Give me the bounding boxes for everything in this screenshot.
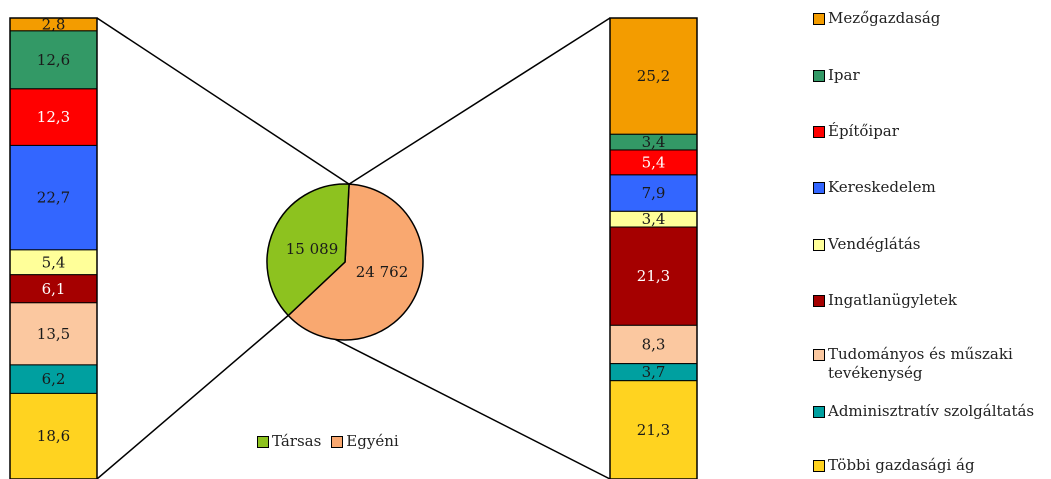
legend-swatch	[813, 13, 825, 25]
legend-item-vendeglatas: Vendéglátás	[813, 235, 920, 254]
legend-item-kereskedelem: Kereskedelem	[813, 178, 936, 197]
legend-label: Többi gazdasági ág	[828, 456, 975, 474]
left-bar-segment	[9, 144, 98, 251]
legend-item-ingatlanugyletek: Ingatlanügyletek	[813, 291, 957, 310]
right-bar-data-label: 7,9	[642, 184, 666, 202]
left-bar-data-label: 5,4	[42, 253, 66, 271]
legend-swatch	[813, 182, 825, 194]
legend-label: Tudományos és műszaki tevékenység	[828, 345, 1013, 382]
legend-label: Vendéglátás	[828, 235, 921, 253]
left-bar-data-label: 6,1	[42, 280, 66, 298]
left-bar-segment	[9, 392, 98, 479]
left-bar-data-label: 13,5	[37, 325, 70, 343]
legend-swatch	[257, 436, 269, 448]
right-stacked-bar: 25,2 3,4 5,4 7,9 3,4 21,3 8,3 3,7 21,3	[609, 17, 698, 479]
left-bar-data-label: 2,8	[42, 15, 66, 33]
right-bar-data-label: 8,3	[642, 335, 666, 353]
left-bar-data-label: 12,3	[37, 108, 70, 126]
legend-swatch	[813, 295, 825, 307]
right-bar-segment	[609, 226, 698, 326]
left-bar-segment	[9, 30, 98, 90]
pie-legend: Társas Egyéni	[257, 432, 409, 451]
legend-swatch	[813, 460, 825, 472]
right-bar-data-label: 3,4	[642, 133, 666, 151]
left-bar-segment	[9, 302, 98, 366]
pie-label-egyeni: 24 762	[356, 263, 409, 281]
pie-slice-egyeni	[287, 183, 424, 341]
left-bar-data-label: 22,7	[37, 189, 70, 207]
legend-item-mezogazdasag: Mezőgazdaság	[813, 9, 940, 28]
legend-item-adminisztrativ: Adminisztratív szolgáltatás	[813, 402, 1034, 421]
legend-swatch	[813, 70, 825, 82]
pie-label-tarsas: 15 089	[286, 240, 339, 258]
connector-line	[96, 17, 350, 185]
left-bar-data-label: 18,6	[37, 427, 70, 445]
legend-swatch	[813, 406, 825, 418]
legend-label: Kereskedelem	[828, 178, 936, 196]
legend-label: Adminisztratív szolgáltatás	[828, 402, 1035, 420]
legend-item-ipar: Ipar	[813, 66, 860, 85]
right-bar-data-label: 25,2	[637, 67, 670, 85]
legend-item-tobbi: Többi gazdasági ág	[813, 456, 975, 475]
pie: 15 089 24 762	[266, 183, 424, 341]
legend-swatch	[813, 349, 825, 361]
right-bar-segment	[609, 174, 698, 212]
right-bar-segment	[609, 17, 698, 135]
left-bar-data-label: 6,2	[42, 370, 66, 388]
left-bar-segment	[9, 274, 98, 304]
right-bar-data-label: 3,4	[642, 210, 666, 228]
connector-line	[348, 17, 611, 185]
category-legend: Mezőgazdaság Ipar Építőipar Kereskedelem…	[813, 0, 1051, 479]
connector-lines	[96, 17, 611, 479]
legend-label: Mezőgazdaság	[828, 9, 941, 27]
left-stacked-bar: 2,8 12,6 12,3 22,7 5,4 6,1 13,5 6,2 18,6	[9, 15, 98, 479]
legend-swatch	[813, 126, 825, 138]
left-bar-data-label: 12,6	[37, 51, 70, 69]
pie-legend-item-tarsas: Társas	[257, 432, 321, 451]
legend-label: Ingatlanügyletek	[828, 291, 957, 309]
right-bar-data-label: 21,3	[637, 421, 670, 439]
pie-slice-tarsas	[266, 183, 350, 317]
connector-line	[96, 314, 289, 479]
legend-item-tudomanyos: Tudományos és műszaki tevékenység	[813, 345, 1045, 383]
right-bar-segment	[609, 380, 698, 479]
right-bar-data-label: 5,4	[642, 153, 666, 171]
legend-swatch	[813, 239, 825, 251]
pie-legend-item-egyeni: Egyéni	[331, 432, 399, 451]
right-bar-data-label: 3,7	[642, 363, 666, 381]
legend-label: Egyéni	[346, 432, 399, 450]
connector-line	[287, 314, 611, 479]
legend-swatch	[331, 436, 344, 448]
left-bar-segment	[9, 364, 98, 394]
right-bar-data-label: 21,3	[637, 267, 670, 285]
legend-label: Társas	[272, 432, 322, 450]
legend-label: Építőipar	[828, 122, 899, 140]
right-bar-segment	[609, 324, 698, 365]
left-bar-frame	[9, 17, 98, 479]
legend-label: Ipar	[828, 66, 860, 84]
legend-item-epitoipar: Építőipar	[813, 122, 899, 141]
right-bar-frame	[609, 17, 698, 479]
